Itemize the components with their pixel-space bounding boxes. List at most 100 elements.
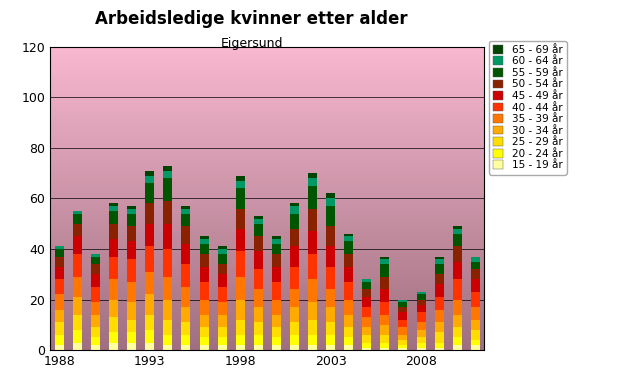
Bar [109,224,118,239]
Bar [453,300,462,315]
Bar [218,302,226,315]
Bar [218,249,226,254]
Bar [362,297,371,307]
Bar [236,345,245,350]
Bar [181,214,191,226]
Bar [326,198,335,206]
Bar [55,345,64,350]
Bar [236,277,245,300]
Bar [272,239,281,244]
Bar [181,287,191,307]
Bar [91,254,100,257]
Bar [290,229,299,247]
Bar [218,328,226,338]
Bar [181,345,191,350]
Bar [435,257,443,259]
Bar [398,302,408,307]
Bar [109,203,118,206]
Bar [199,338,209,345]
Bar [73,315,82,330]
Bar [181,209,191,214]
Bar [344,241,353,254]
Bar [416,338,426,343]
Bar [181,264,191,287]
Bar [435,264,443,274]
Bar [290,322,299,335]
Bar [55,335,64,345]
Bar [145,247,154,272]
Bar [91,257,100,264]
Bar [55,294,64,310]
Bar [344,282,353,300]
Bar [344,237,353,241]
Bar [218,287,226,302]
Bar [127,259,136,282]
Bar [145,294,154,315]
Bar [344,267,353,282]
Bar [181,206,191,209]
Bar [453,262,462,279]
Bar [164,170,172,178]
Bar [253,335,263,345]
Bar [236,320,245,335]
Bar [253,322,263,335]
Bar [145,272,154,294]
Bar [73,297,82,315]
Bar [272,338,281,345]
Bar [91,328,100,338]
Bar [326,322,335,335]
Bar [253,289,263,307]
Bar [435,322,443,332]
Bar [91,315,100,328]
Bar [398,335,408,340]
Bar [381,335,389,343]
Bar [435,332,443,343]
Bar [109,317,118,332]
Bar [453,328,462,338]
Bar [272,345,281,350]
Bar [55,322,64,335]
Bar [218,264,226,274]
Bar [236,252,245,277]
Bar [416,312,426,322]
Bar [73,254,82,277]
Bar [164,166,172,171]
Bar [164,249,172,277]
Text: Eigersund: Eigersund [220,37,283,50]
Bar [55,247,64,249]
Bar [253,237,263,252]
Bar [308,279,317,302]
Bar [181,244,191,264]
Bar [470,257,480,262]
Bar [362,317,371,328]
Bar [127,214,136,226]
Bar [398,348,408,350]
Bar [127,226,136,241]
Bar [199,254,209,267]
Bar [326,206,335,226]
Bar [381,264,389,277]
Bar [253,307,263,322]
Bar [344,254,353,267]
Bar [453,234,462,247]
Bar [435,297,443,310]
Bar [416,322,426,330]
Bar [164,320,172,335]
Bar [381,259,389,264]
Bar [55,279,64,294]
Bar [344,300,353,315]
Bar [290,267,299,289]
Bar [236,209,245,229]
Bar [253,345,263,350]
Bar [453,247,462,262]
Bar [91,264,100,274]
Bar [435,348,443,350]
Bar [236,300,245,320]
Bar [145,203,154,224]
Bar [308,345,317,350]
Bar [199,237,209,239]
Bar [381,348,389,350]
Bar [398,300,408,302]
Bar [272,328,281,338]
Bar [199,345,209,350]
